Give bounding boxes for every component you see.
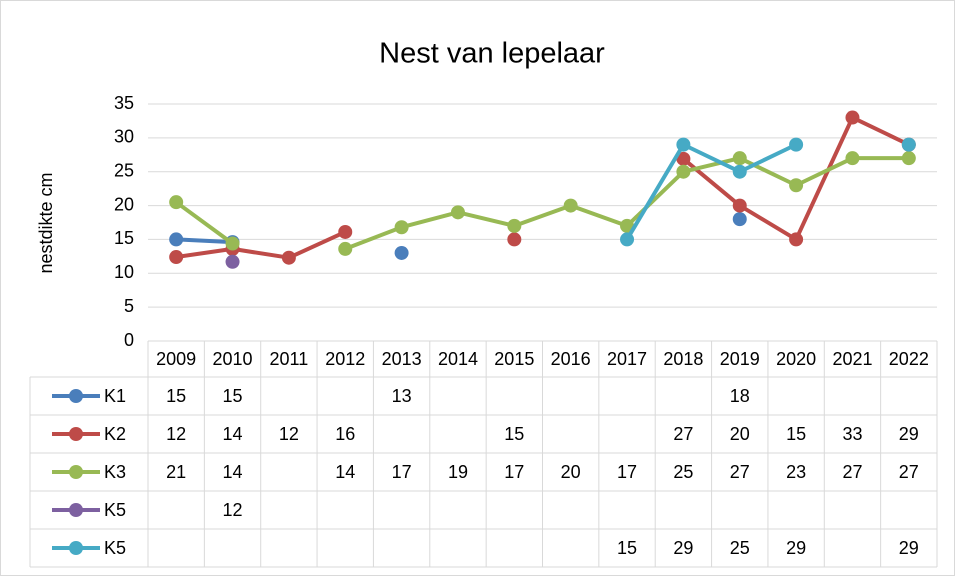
point [676,137,691,152]
point [789,178,804,193]
point [450,205,465,220]
x-tick-label: 2012 [325,349,365,369]
point [169,250,184,265]
table-value: 12 [223,500,243,520]
table-value: 25 [673,462,693,482]
point [225,236,240,251]
point [732,198,747,213]
point [225,254,240,269]
point [789,232,804,247]
point [394,220,409,235]
point [676,164,691,179]
x-tick-label: 2015 [494,349,534,369]
table-value: 29 [673,538,693,558]
table-value: 17 [504,462,524,482]
y-tick-label: 20 [114,194,134,214]
table-value: 20 [561,462,581,482]
legend-key-marker [69,503,83,517]
point [620,218,635,233]
y-tick-label: 10 [114,262,134,282]
legend-label: K2 [104,424,126,444]
table-value: 14 [223,424,243,444]
x-tick-label: 2014 [438,349,478,369]
point [169,195,184,210]
y-tick-label: 0 [124,330,134,350]
table-value: 23 [786,462,806,482]
legend-label: K5 [104,500,126,520]
table-value: 17 [392,462,412,482]
x-tick-label: 2011 [270,349,309,369]
y-tick-label: 25 [114,160,134,180]
table-value: 25 [730,538,750,558]
table-value: 14 [335,462,355,482]
point [338,241,353,256]
table-value: 29 [899,424,919,444]
point [732,212,747,227]
y-axis-label: nestdikte cm [36,172,56,273]
point [732,151,747,166]
legend-label: K5 [104,538,126,558]
table-value: 27 [673,424,693,444]
table-value: 18 [730,386,750,406]
point [507,218,522,233]
y-tick-label: 15 [114,228,134,248]
table-value: 27 [730,462,750,482]
y-tick-label: 5 [124,296,134,316]
table-value: 12 [279,424,299,444]
legend-key-marker [69,465,83,479]
x-tick-label: 2017 [607,349,647,369]
table-value: 16 [335,424,355,444]
point [507,232,522,247]
point [338,224,353,239]
x-tick-label: 2010 [213,349,253,369]
y-tick-label: 35 [114,93,134,113]
x-tick-label: 2020 [776,349,816,369]
x-tick-label: 2018 [663,349,703,369]
x-tick-label: 2019 [720,349,760,369]
table-value: 29 [786,538,806,558]
chart-title: Nest van lepelaar [379,38,605,70]
table-value: 15 [223,386,243,406]
table-value: 13 [392,386,412,406]
point [901,151,916,166]
x-tick-label: 2016 [551,349,591,369]
legend-key-marker [69,389,83,403]
point [732,164,747,179]
point [281,250,296,265]
table-value: 15 [504,424,524,444]
table-value: 17 [617,462,637,482]
point [563,198,578,213]
legend-label: K1 [104,386,126,406]
point [169,232,184,247]
table-value: 14 [223,462,243,482]
point [901,137,916,152]
table-value: 27 [842,462,862,482]
x-tick-label: 2021 [832,349,872,369]
legend-label: K3 [104,462,126,482]
table-value: 21 [166,462,186,482]
table-value: 15 [786,424,806,444]
table-value: 19 [448,462,468,482]
table-value: 29 [899,538,919,558]
table-value: 27 [899,462,919,482]
table-value: 15 [166,386,186,406]
point [845,110,860,125]
y-tick-label: 30 [114,127,134,147]
point [845,151,860,166]
table-value: 33 [842,424,862,444]
x-tick-label: 2009 [156,349,196,369]
point [789,137,804,152]
legend-key-marker [69,541,83,555]
x-tick-label: 2022 [889,349,929,369]
point [620,232,635,247]
x-tick-label: 2013 [382,349,422,369]
table-value: 12 [166,424,186,444]
table-value: 20 [730,424,750,444]
legend-key-marker [69,427,83,441]
table-value: 15 [617,538,637,558]
point [394,245,409,260]
point [676,151,691,166]
